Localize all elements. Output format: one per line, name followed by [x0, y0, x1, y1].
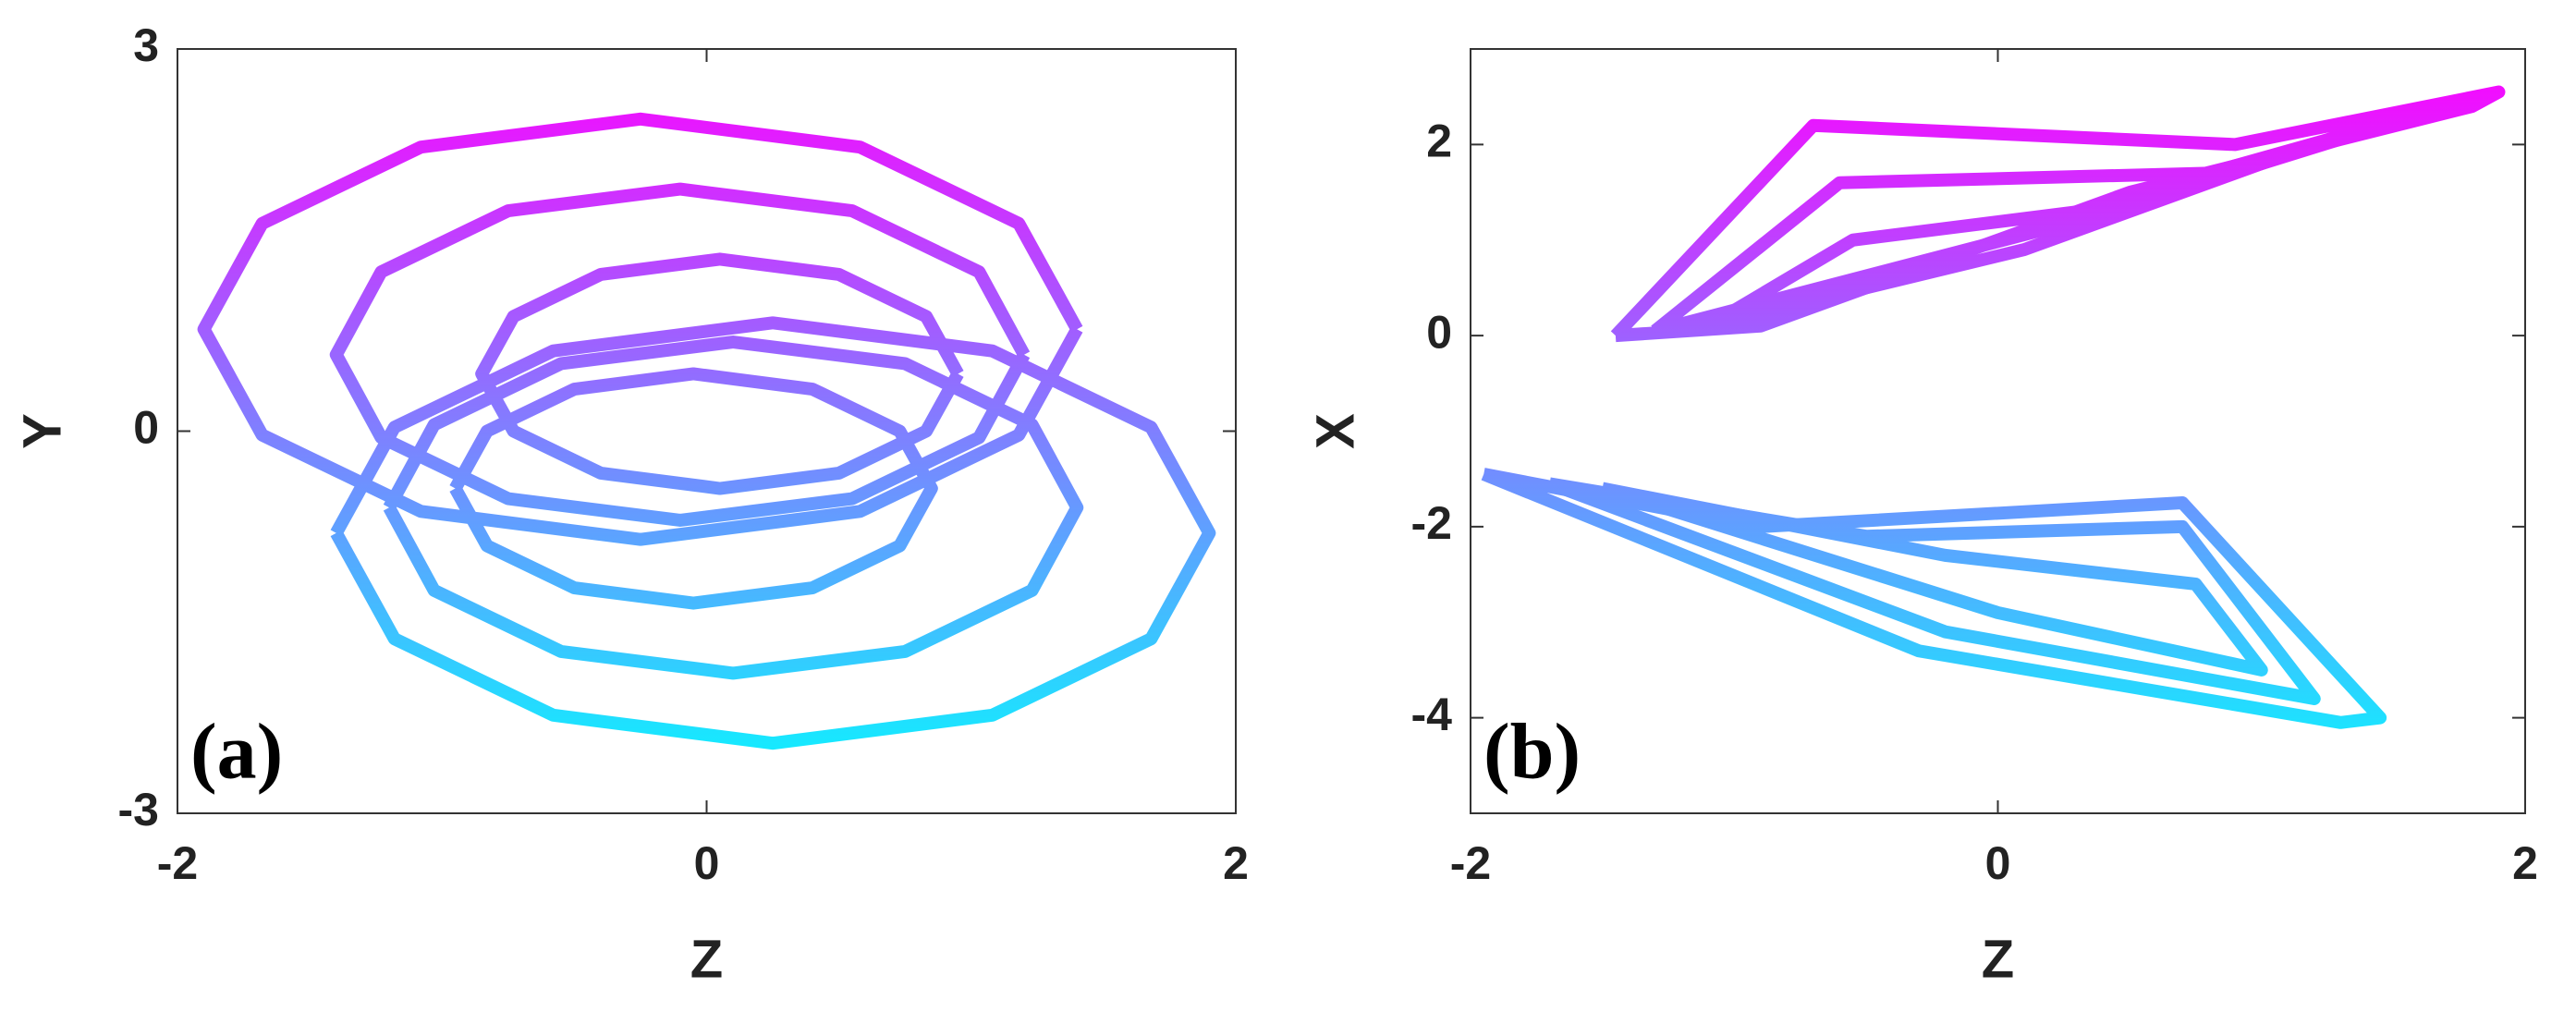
x-tick-label: -2 [157, 837, 198, 889]
trajectory [329, 182, 1031, 527]
y-tick-label: -2 [1411, 497, 1452, 549]
x-tick-label: 2 [1223, 837, 1249, 889]
x-tick-label: 0 [1985, 837, 2011, 889]
trajectory [383, 335, 1084, 680]
panel-label: (a) [190, 707, 283, 796]
y-axis-label: Y [12, 413, 72, 449]
panel-label: (b) [1483, 707, 1581, 796]
trajectory [330, 316, 1216, 750]
y-tick-label: 0 [1426, 306, 1452, 358]
x-axis-label: Z [1982, 929, 2014, 989]
trajectory [197, 112, 1083, 546]
trajectory [1600, 482, 2268, 677]
trajectory [475, 252, 964, 495]
y-tick-label: 3 [133, 19, 159, 71]
trajectory [1704, 109, 2400, 333]
y-tick-label: 2 [1426, 116, 1452, 167]
y-tick-label: -3 [118, 784, 159, 835]
x-tick-label: -2 [1450, 837, 1491, 889]
y-tick-label: 0 [133, 402, 159, 454]
x-tick-label: 2 [2512, 837, 2538, 889]
x-tick-label: 0 [694, 837, 720, 889]
y-tick-label: -4 [1411, 689, 1453, 740]
y-axis-label: X [1305, 413, 1365, 449]
trajectory [1481, 468, 2387, 729]
x-axis-label: Z [690, 929, 723, 989]
trajectory [449, 367, 938, 610]
axes-box [177, 48, 1237, 814]
